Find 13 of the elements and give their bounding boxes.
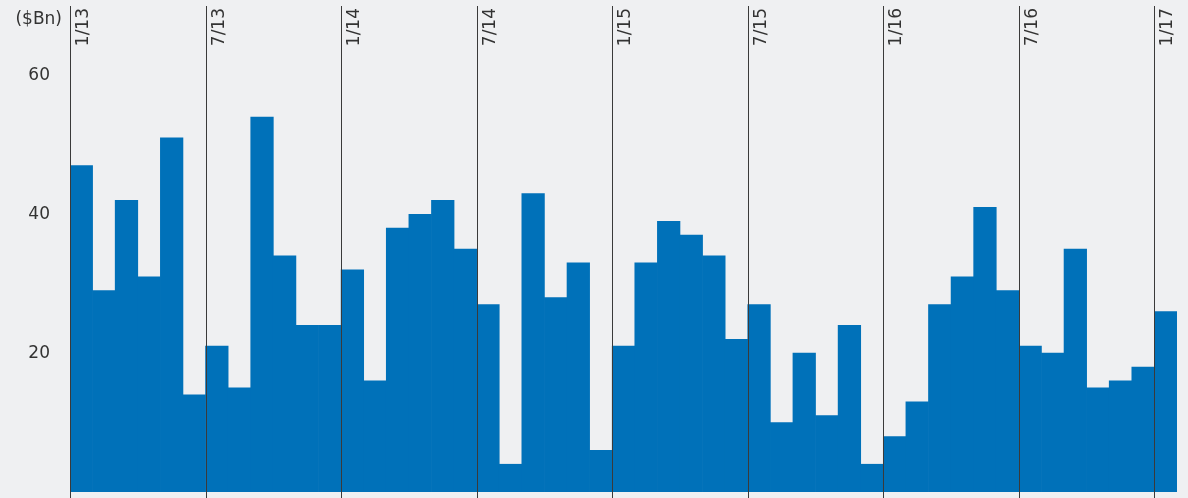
x-tick-label: 7/14 xyxy=(478,8,499,47)
x-tick-label: 1/16 xyxy=(884,8,905,47)
y-tick-label: 40 xyxy=(28,202,50,223)
x-tick-label: 1/17 xyxy=(1155,8,1176,47)
x-tick-label: 1/13 xyxy=(71,8,92,47)
x-tick-label: 1/14 xyxy=(342,8,363,47)
x-tick-label: 7/16 xyxy=(1020,8,1041,47)
y-tick-label: 60 xyxy=(28,63,50,84)
x-tick-label: 7/13 xyxy=(207,8,228,47)
y-axis-title: ($Bn) xyxy=(15,8,62,29)
y-tick-label: 20 xyxy=(28,341,50,362)
x-tick-label: 7/15 xyxy=(749,8,770,47)
x-tick-label: 1/15 xyxy=(613,8,634,47)
